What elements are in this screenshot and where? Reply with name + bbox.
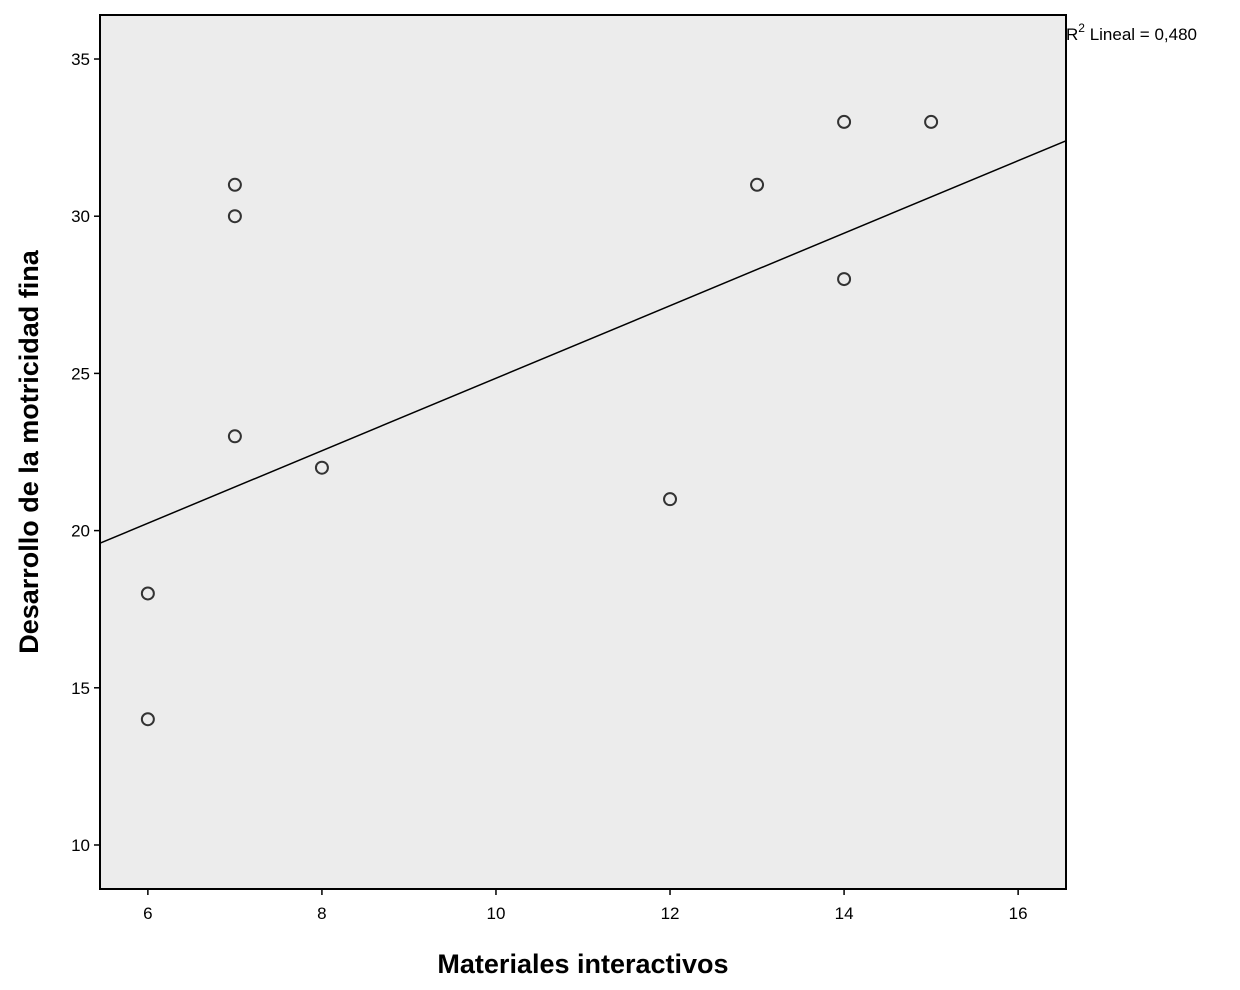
- x-tick-label: 8: [317, 904, 326, 923]
- data-point: [140, 586, 155, 601]
- data-point: [227, 177, 242, 192]
- r2-label: R2 Lineal = 0,480: [1066, 21, 1197, 44]
- y-tick-label: 35: [71, 50, 90, 69]
- data-points: [140, 114, 939, 727]
- plot-area: [99, 14, 1067, 890]
- y-tick-label: 20: [71, 522, 90, 541]
- x-tick-label: 10: [487, 904, 506, 923]
- data-point: [663, 492, 678, 507]
- data-point: [837, 272, 852, 287]
- y-axis-title: Desarrollo de la motricidad fina: [14, 249, 44, 654]
- y-tick-label: 10: [71, 836, 90, 855]
- y-tick-label: 25: [71, 364, 90, 383]
- x-tick-label: 6: [143, 904, 152, 923]
- data-point: [750, 177, 765, 192]
- y-tick-label: 30: [71, 207, 90, 226]
- data-point: [924, 114, 939, 129]
- data-point: [227, 429, 242, 444]
- data-point: [314, 460, 329, 475]
- data-point: [227, 209, 242, 224]
- data-point: [140, 712, 155, 727]
- y-tick-label: 15: [71, 679, 90, 698]
- y-axis: 10 15 20 25 30 35: [71, 50, 100, 855]
- x-tick-label: 16: [1009, 904, 1028, 923]
- x-tick-label: 14: [835, 904, 854, 923]
- regression-line: [99, 140, 1067, 544]
- x-axis: 6 8 10 12 14 16: [143, 889, 1028, 923]
- x-tick-label: 12: [661, 904, 680, 923]
- data-point: [837, 114, 852, 129]
- fit-line-group: [99, 140, 1067, 544]
- x-axis-title: Materiales interactivos: [437, 949, 728, 979]
